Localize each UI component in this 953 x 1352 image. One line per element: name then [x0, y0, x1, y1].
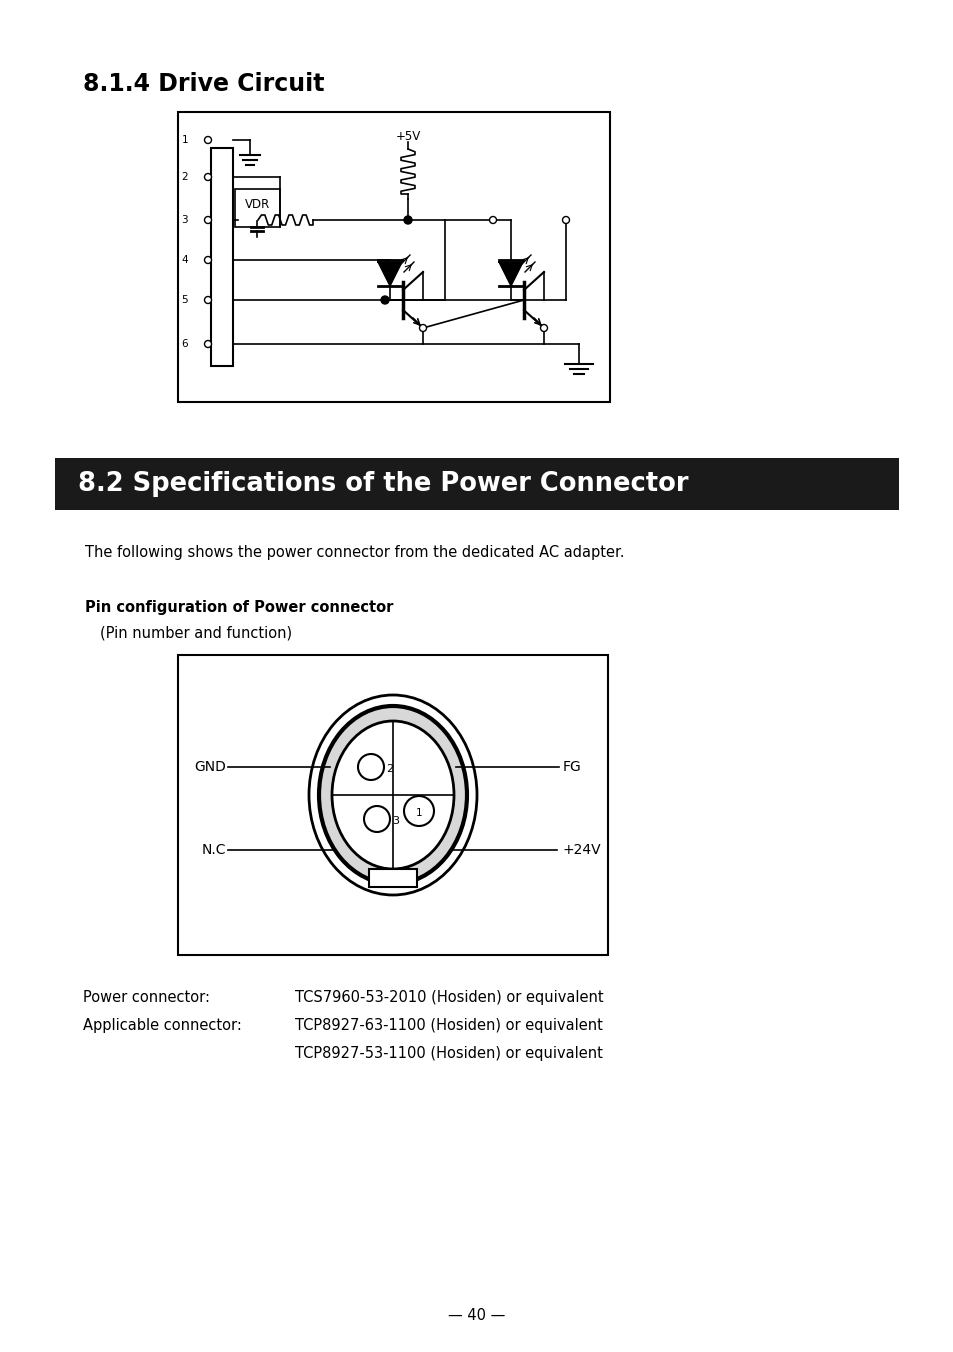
Text: 6: 6: [181, 339, 188, 349]
Circle shape: [204, 257, 212, 264]
Text: 2: 2: [386, 764, 393, 773]
Ellipse shape: [309, 695, 476, 895]
Circle shape: [489, 216, 496, 223]
Text: 8.2 Specifications of the Power Connector: 8.2 Specifications of the Power Connecto…: [78, 470, 688, 498]
Text: Power connector:: Power connector:: [83, 990, 210, 1005]
Ellipse shape: [318, 706, 467, 884]
Circle shape: [540, 324, 547, 331]
Bar: [178, 112, 609, 402]
Text: +5V: +5V: [395, 130, 420, 143]
Circle shape: [562, 216, 569, 223]
Text: TCS7960-53-2010 (Hosiden) or equivalent: TCS7960-53-2010 (Hosiden) or equivalent: [294, 990, 603, 1005]
Text: 1: 1: [181, 135, 188, 145]
Text: FG: FG: [562, 760, 581, 773]
Polygon shape: [377, 262, 401, 287]
Ellipse shape: [332, 721, 454, 869]
Circle shape: [204, 216, 212, 223]
Circle shape: [204, 296, 212, 303]
Circle shape: [403, 796, 434, 826]
Circle shape: [364, 806, 390, 831]
Text: 1: 1: [416, 808, 422, 818]
Text: (Pin number and function): (Pin number and function): [100, 625, 292, 639]
Bar: [211, 147, 233, 366]
Text: 8.1.4 Drive Circuit: 8.1.4 Drive Circuit: [83, 72, 324, 96]
Text: Applicable connector:: Applicable connector:: [83, 1018, 242, 1033]
Polygon shape: [498, 262, 522, 287]
Circle shape: [357, 754, 384, 780]
Bar: [234, 189, 280, 227]
Text: N.C: N.C: [201, 844, 226, 857]
Circle shape: [380, 296, 389, 304]
Text: +24V: +24V: [562, 844, 601, 857]
Circle shape: [419, 324, 426, 331]
Text: TCP8927-63-1100 (Hosiden) or equivalent: TCP8927-63-1100 (Hosiden) or equivalent: [294, 1018, 602, 1033]
Circle shape: [403, 216, 412, 224]
Bar: [178, 654, 607, 955]
Text: TCP8927-53-1100 (Hosiden) or equivalent: TCP8927-53-1100 (Hosiden) or equivalent: [294, 1046, 602, 1061]
Text: Pin configuration of Power connector: Pin configuration of Power connector: [85, 600, 393, 615]
Circle shape: [204, 173, 212, 181]
Text: 4: 4: [181, 256, 188, 265]
Text: GND: GND: [193, 760, 226, 773]
Text: 3: 3: [181, 215, 188, 224]
Text: — 40 —: — 40 —: [448, 1309, 505, 1324]
Bar: [369, 869, 416, 887]
Circle shape: [204, 137, 212, 143]
Text: 3: 3: [392, 817, 398, 826]
Text: VDR: VDR: [245, 197, 270, 211]
Text: 2: 2: [181, 172, 188, 183]
Text: 5: 5: [181, 295, 188, 306]
Text: The following shows the power connector from the dedicated AC adapter.: The following shows the power connector …: [85, 545, 624, 560]
Bar: [55, 458, 898, 510]
Circle shape: [204, 341, 212, 347]
